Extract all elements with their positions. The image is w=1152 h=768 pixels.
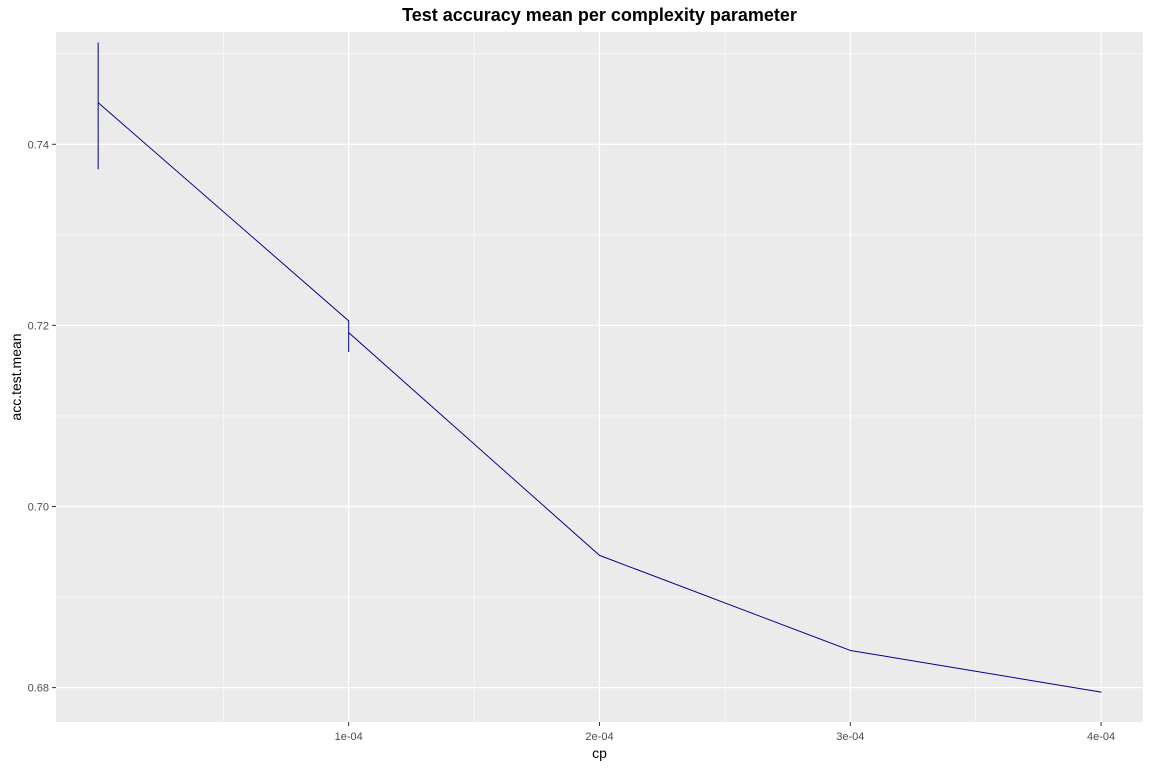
- x-tick-label: 4e-04: [1087, 731, 1115, 743]
- data-point: [599, 554, 600, 556]
- data-point: [849, 649, 851, 651]
- data-point: [97, 168, 99, 170]
- data-point: [348, 351, 350, 353]
- y-tick-label: 0.74: [28, 139, 49, 151]
- x-tick-label: 1e-04: [335, 731, 363, 743]
- data-point: [1100, 691, 1102, 693]
- data-point: [348, 320, 350, 322]
- y-tick-label: 0.70: [28, 501, 49, 513]
- chart-title: Test accuracy mean per complexity parame…: [402, 5, 797, 25]
- x-axis: 1e-04 2e-04 3e-04 4e-04: [335, 722, 1115, 743]
- grid-major: [56, 32, 1143, 722]
- y-axis: 0.68 0.70 0.72 0.74: [28, 139, 56, 695]
- x-tick-label: 2e-04: [585, 731, 613, 743]
- x-axis-label: cp: [592, 745, 607, 761]
- series-layer: [97, 42, 1102, 693]
- y-axis-label: acc.test.mean: [8, 333, 24, 420]
- data-point: [97, 42, 99, 44]
- y-tick-label: 0.68: [28, 683, 49, 695]
- data-point: [348, 332, 350, 334]
- x-tick-label: 3e-04: [836, 731, 864, 743]
- data-point: [97, 102, 99, 104]
- y-tick-label: 0.72: [28, 320, 49, 332]
